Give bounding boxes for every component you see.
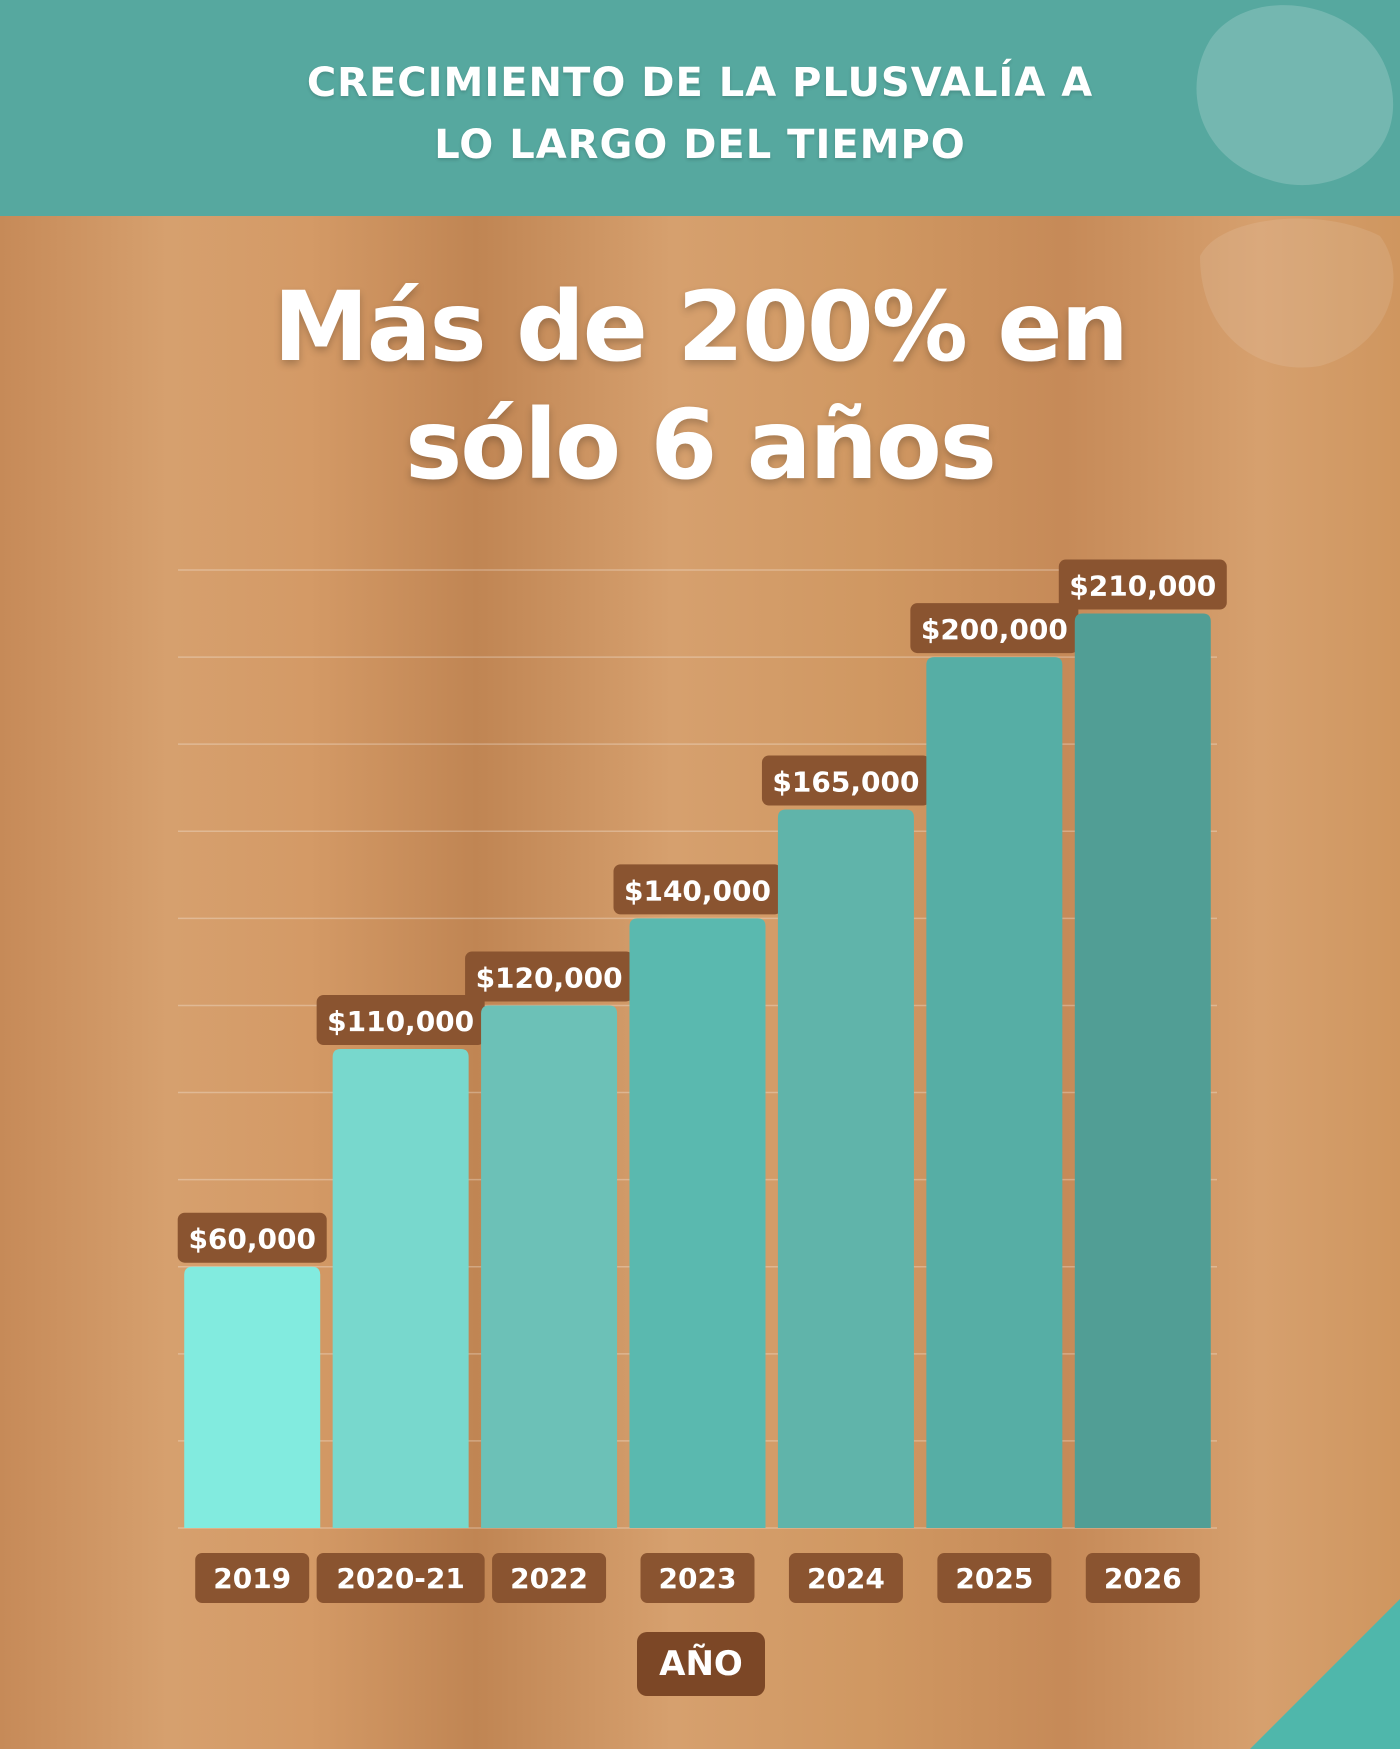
bar-2024 xyxy=(777,809,914,1528)
bar-2026 xyxy=(1074,613,1211,1528)
value-label-box xyxy=(316,995,485,1045)
category-label-2023: 2023 xyxy=(659,1562,737,1595)
headline-line-2: sólo 6 años xyxy=(405,389,997,501)
value-label-box xyxy=(761,755,930,806)
category-label-2026: 2026 xyxy=(1104,1562,1182,1595)
value-label-2020-21: $110,000 xyxy=(327,1005,474,1038)
value-label-box xyxy=(910,603,1079,654)
category-label-2022: 2022 xyxy=(510,1562,588,1595)
bar-2020-21 xyxy=(332,1049,469,1528)
headline-line-1: Más de 200% en xyxy=(273,271,1129,383)
value-label-2019: $60,000 xyxy=(188,1223,316,1256)
category-label-box xyxy=(195,1553,310,1603)
category-label-box xyxy=(316,1553,485,1603)
category-label-box xyxy=(640,1553,755,1603)
header-title-line-1: CRECIMIENTO DE LA PLUSVALÍA A xyxy=(306,60,1094,106)
category-label-box xyxy=(492,1553,607,1603)
value-label-box xyxy=(465,951,634,1002)
value-label-2024: $165,000 xyxy=(772,766,919,799)
category-label-2020-21: 2020-21 xyxy=(336,1562,465,1595)
category-label-box xyxy=(1085,1553,1200,1603)
category-label-box xyxy=(788,1553,903,1603)
bar-2022 xyxy=(481,1005,618,1528)
x-axis-label: AÑO xyxy=(637,1632,765,1696)
headline: Más de 200% en sólo 6 años xyxy=(0,268,1400,504)
category-label-2024: 2024 xyxy=(807,1562,885,1595)
header-title-line-2: LO LARGO DEL TIEMPO xyxy=(434,122,966,168)
bar-2019 xyxy=(184,1266,321,1528)
corner-accent xyxy=(1250,1599,1400,1749)
category-label-2025: 2025 xyxy=(955,1562,1033,1595)
category-label-box xyxy=(937,1553,1052,1603)
value-label-2023: $140,000 xyxy=(624,874,771,907)
value-label-box xyxy=(1058,559,1227,610)
value-label-box xyxy=(613,864,782,915)
value-label-2026: $210,000 xyxy=(1069,570,1216,603)
category-label-2019: 2019 xyxy=(213,1562,291,1595)
bar-2023 xyxy=(629,918,766,1528)
header-title: CRECIMIENTO DE LA PLUSVALÍA A LO LARGO D… xyxy=(0,52,1400,176)
bar-2025 xyxy=(926,657,1063,1528)
value-label-box xyxy=(177,1212,327,1263)
value-label-2022: $120,000 xyxy=(476,961,623,994)
value-label-2025: $200,000 xyxy=(921,613,1068,646)
